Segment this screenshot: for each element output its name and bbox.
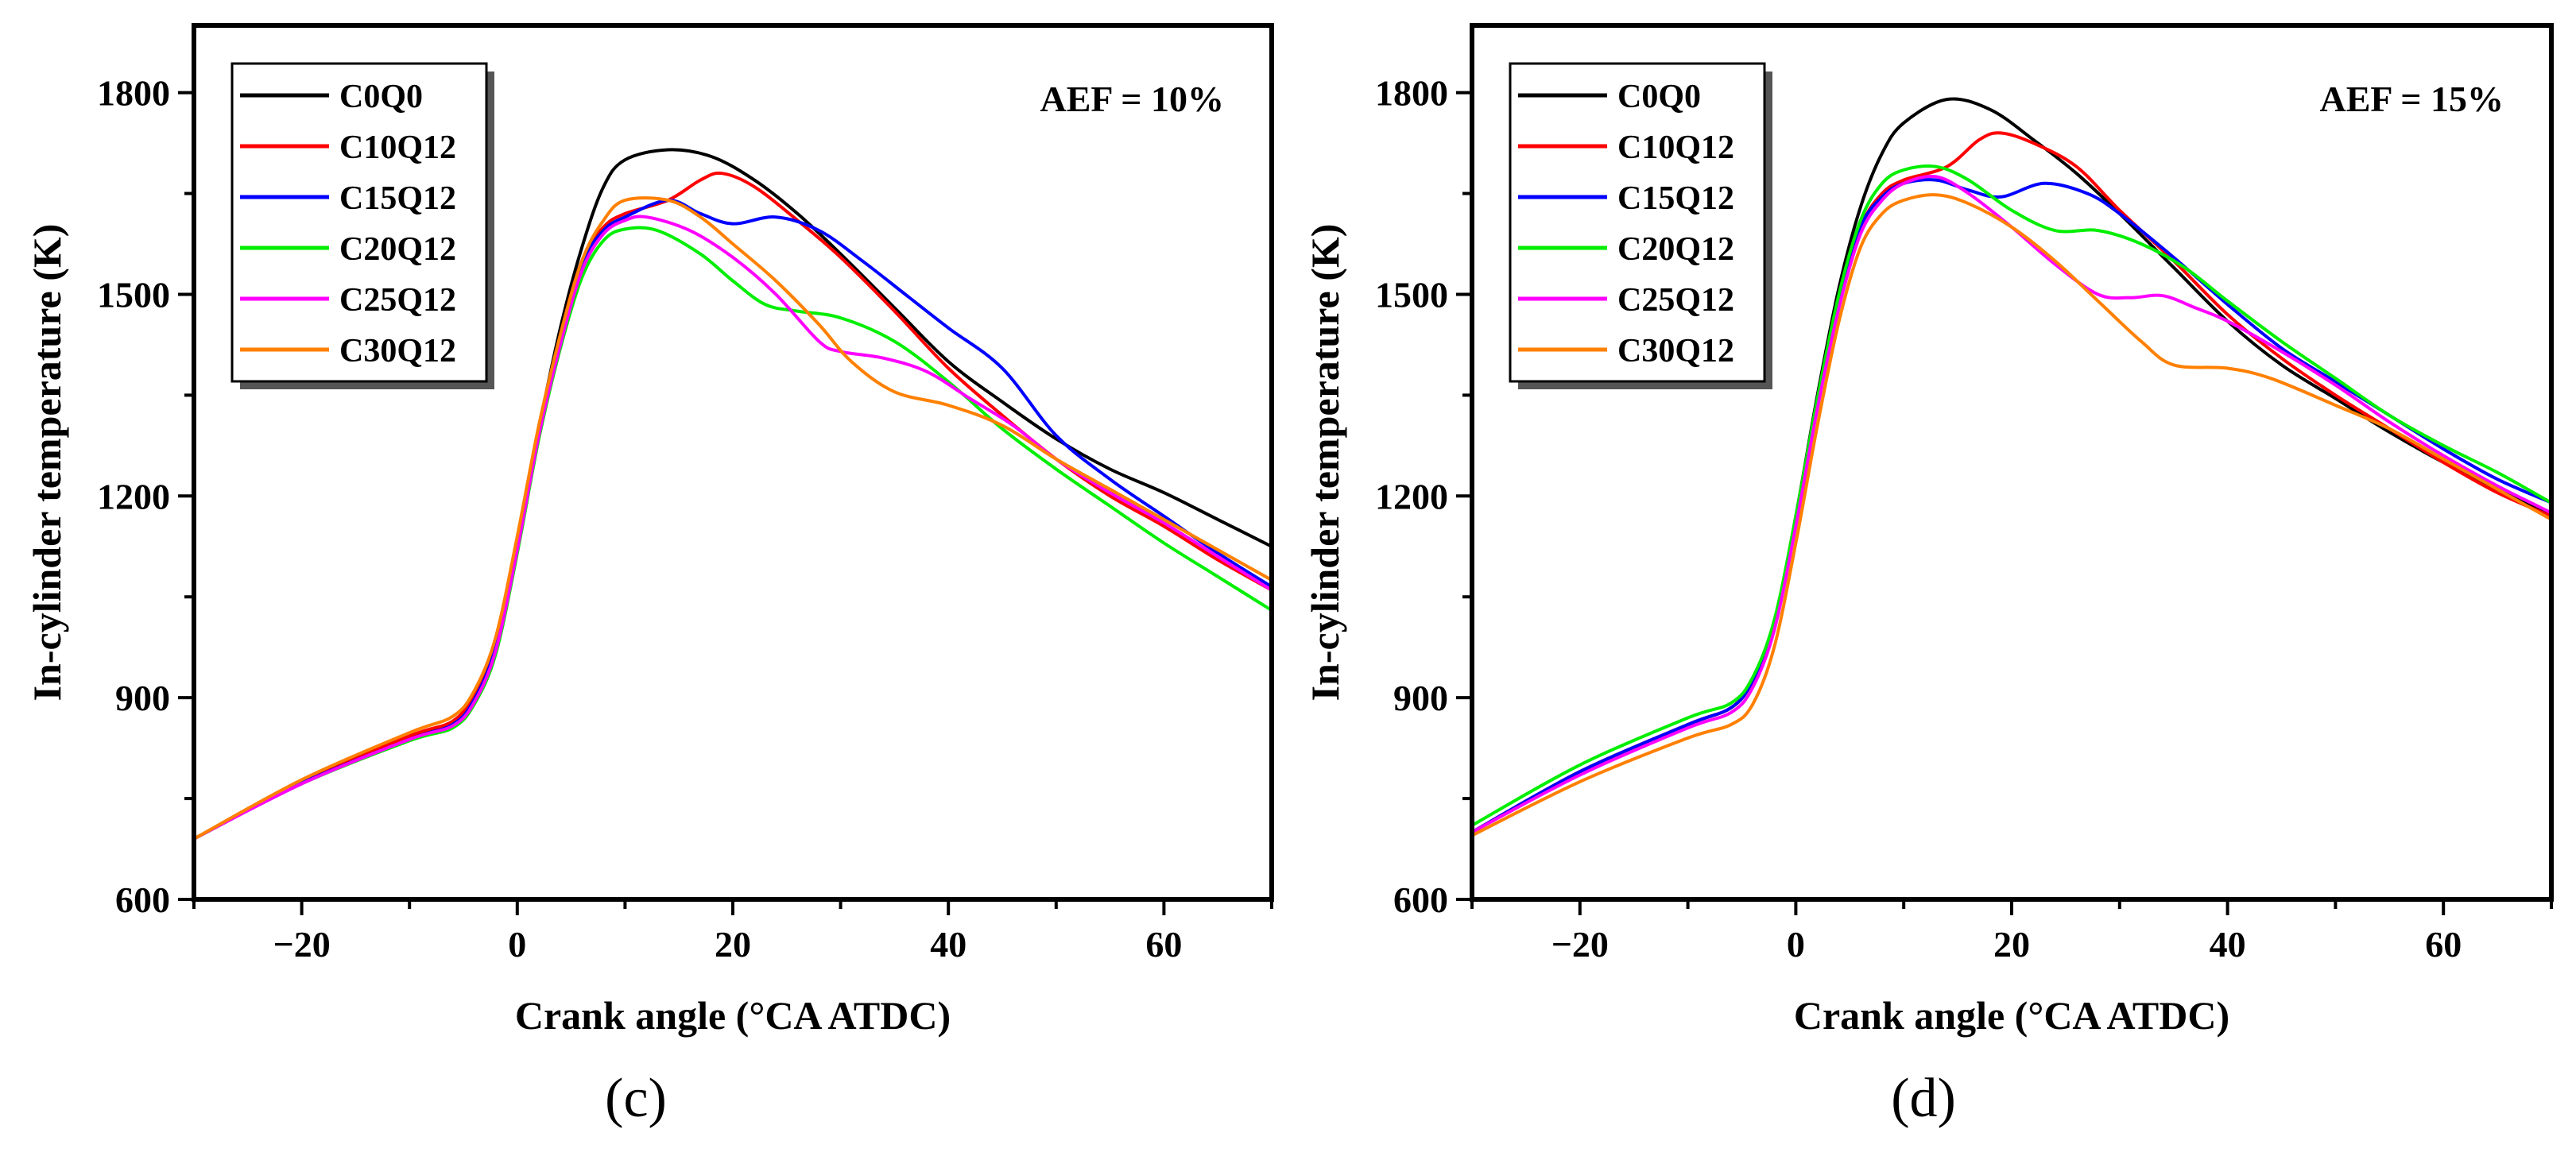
x-tick-label: 0 xyxy=(1787,924,1805,965)
aef-annotation: AEF = 15% xyxy=(2319,79,2504,119)
y-tick-label: 1200 xyxy=(1375,476,1448,516)
legend-label: C20Q12 xyxy=(1617,231,1734,268)
series-line-c25q12 xyxy=(194,215,1272,841)
y-tick-label: 900 xyxy=(115,678,170,718)
x-tick-label: 60 xyxy=(2425,924,2462,965)
legend-box xyxy=(230,62,488,383)
series-group xyxy=(1472,97,2551,837)
x-tick-label: 60 xyxy=(1145,924,1182,965)
x-tick-label: 0 xyxy=(508,924,526,965)
x-tick-label: 40 xyxy=(2210,924,2246,965)
series-group xyxy=(194,148,1272,841)
legend-label: C30Q12 xyxy=(1617,333,1734,369)
x-tick-label: 20 xyxy=(1993,924,2030,965)
legend-label: C0Q0 xyxy=(339,79,423,115)
legend-box xyxy=(1509,62,1766,383)
x-tick-label: −20 xyxy=(273,924,330,965)
legend-label: C10Q12 xyxy=(339,130,456,166)
legend-label: C15Q12 xyxy=(1617,180,1734,217)
x-tick-label: −20 xyxy=(1551,924,1609,965)
legend-label: C30Q12 xyxy=(339,333,456,369)
y-tick-label: 600 xyxy=(1393,880,1448,920)
legend-label: C15Q12 xyxy=(339,180,456,217)
y-tick-label: 1200 xyxy=(97,476,170,516)
panel-c: −20 0 20 40 60 600 900 1200 1500 1800 Crank angle … xyxy=(25,23,1274,1129)
y-tick-label: 1500 xyxy=(1375,274,1448,315)
panel-d: −20 0 20 40 60 600 900 1200 1500 1800 Crank angle … xyxy=(1303,23,2554,1129)
series-line-c25q12 xyxy=(1472,174,2551,834)
legend-label: C10Q12 xyxy=(1617,130,1734,166)
series-line-c20q12 xyxy=(1472,164,2551,827)
series-line-c15q12 xyxy=(1472,178,2551,834)
series-line-c30q12 xyxy=(1472,193,2551,837)
legend: C0Q0 C10Q12 C15Q12 C20Q12 C25Q12 C30Q12 xyxy=(230,62,494,389)
panel-label: (c) xyxy=(605,1068,667,1129)
legend-label: C25Q12 xyxy=(1617,282,1734,319)
y-tick-label: 900 xyxy=(1393,678,1448,718)
legend-label: C25Q12 xyxy=(339,282,456,319)
y-tick-label: 1800 xyxy=(97,73,170,114)
x-axis-title: Crank angle (°CA ATDC) xyxy=(515,993,951,1038)
aef-annotation: AEF = 10% xyxy=(1040,79,1224,119)
x-axis-title: Crank angle (°CA ATDC) xyxy=(1794,993,2229,1038)
legend-label: C20Q12 xyxy=(339,231,456,268)
y-axis-title: In-cylinder temperature (K) xyxy=(1303,224,1347,702)
y-tick-label: 600 xyxy=(115,880,170,920)
x-tick-label: 20 xyxy=(715,924,751,965)
y-tick-label: 1500 xyxy=(97,274,170,315)
y-axis-title: In-cylinder temperature (K) xyxy=(25,224,69,702)
legend: C0Q0 C10Q12 C15Q12 C20Q12 C25Q12 C30Q12 xyxy=(1509,62,1772,389)
x-tick-label: 40 xyxy=(930,924,966,965)
panel-label: (d) xyxy=(1891,1068,1956,1129)
series-line-c30q12 xyxy=(194,196,1272,841)
y-tick-label: 1800 xyxy=(1375,73,1448,114)
legend-label: C0Q0 xyxy=(1617,79,1701,115)
